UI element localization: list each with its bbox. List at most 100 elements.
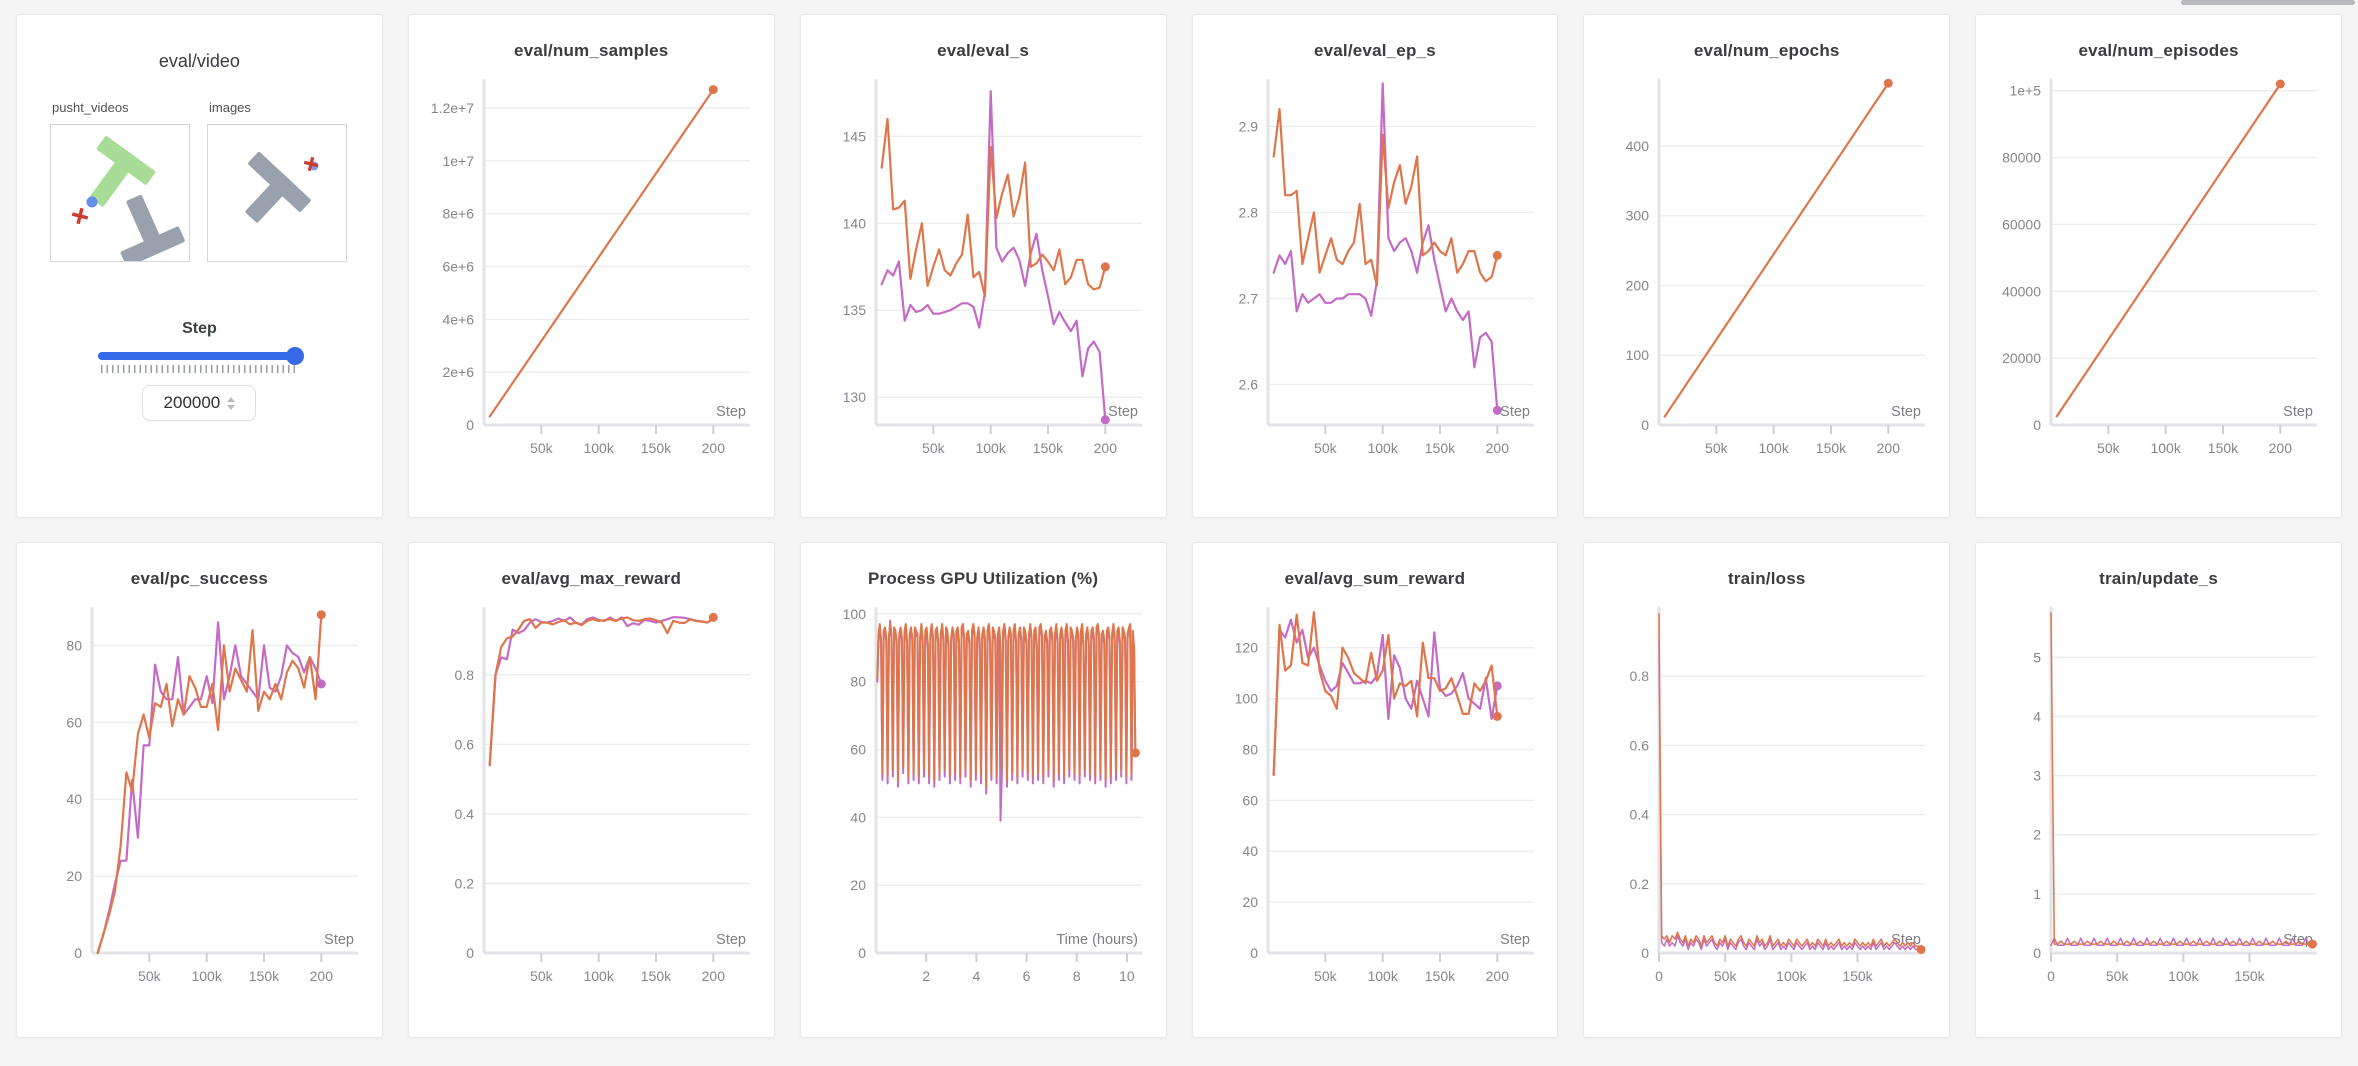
svg-text:100k: 100k [583,968,614,984]
stepper-arrows-icon[interactable] [227,396,236,410]
svg-text:150k: 150k [1843,968,1874,984]
image-thumbnail[interactable] [207,124,347,262]
video-thumbnail-pusht[interactable] [50,124,190,267]
series-line-purple [488,616,715,767]
chart-canvas[interactable]: 0 20 40 60 80 50k 100k 150k 200 Step [30,599,370,999]
series-line-orange [1272,107,1498,287]
series-line-orange [2055,82,2282,418]
svg-text:150k: 150k [641,968,672,984]
svg-text:100k: 100k [583,440,614,456]
series-line-orange [1663,82,1890,418]
chart-panel: eval/avg_max_reward 0 0.2 0.4 0.6 0.8 50k 100k 1… [407,542,775,1038]
media-panel-eval-video: eval/video pusht_videos [16,14,383,518]
svg-text:0: 0 [1655,968,1663,984]
chart-title: eval/avg_sum_reward [1284,569,1466,588]
chart-canvas[interactable]: 2.6 2.7 2.8 2.9 50k 100k 150k 200 Step [1206,71,1546,471]
svg-text:0: 0 [858,945,866,961]
series-line-purple [96,621,323,955]
svg-text:6: 6 [1022,968,1030,984]
series-line-purple [1272,618,1498,776]
svg-text:10: 10 [1119,968,1135,984]
svg-text:200: 200 [310,968,334,984]
svg-text:100: 100 [1626,347,1650,363]
series-endpoint-orange [2275,79,2285,89]
chart-title: eval/eval_s [937,41,1030,60]
chart-canvas[interactable]: 0 0.2 0.4 0.6 0.8 50k 100k 150k 200 Step [422,599,762,999]
x-axis-label: Step [1500,932,1530,948]
chart-panel: eval/num_samples 0 2e+6 4e+6 6e+6 8e+6 1e+7 1.2… [407,14,775,518]
svg-text:2: 2 [2033,827,2041,843]
svg-text:100k: 100k [2168,968,2199,984]
step-down-icon[interactable] [227,404,236,410]
svg-text:0: 0 [74,945,82,961]
svg-text:0: 0 [2047,968,2055,984]
svg-text:140: 140 [842,215,866,231]
chart-title: eval/pc_success [130,569,269,588]
chart-canvas[interactable]: 0 2e+6 4e+6 6e+6 8e+6 1e+7 1.2e+7 50k 100k 150k 20… [422,71,762,471]
pusht-image-icon [245,151,319,223]
svg-text:0: 0 [1250,945,1258,961]
svg-text:60: 60 [1242,792,1258,808]
svg-text:0: 0 [466,417,474,433]
svg-text:150k: 150k [1032,440,1063,456]
chart-panel: Process GPU Utilization (%) 0 20 40 60 80 100 2… [799,542,1167,1038]
x-axis-label: Step [716,404,746,420]
svg-text:20: 20 [66,868,82,884]
chart-canvas[interactable]: 0 20 40 60 80 100 2 4 6 8 10 Time (hours) [814,599,1154,999]
series-endpoint-orange [708,85,718,95]
svg-text:200: 200 [1626,277,1650,293]
series-endpoint-orange [1130,748,1140,758]
step-up-icon[interactable] [227,396,236,402]
step-input[interactable]: 200000 [142,385,257,421]
svg-text:0.4: 0.4 [1630,807,1650,823]
svg-text:150k: 150k [1816,440,1847,456]
media-item-pusht-videos: pusht_videos [50,100,190,267]
slider-thumb[interactable] [286,347,305,365]
step-control: Step 200000 [17,320,382,421]
svg-text:135: 135 [842,302,866,318]
series-line-orange [875,623,1137,788]
svg-text:3: 3 [2033,768,2041,784]
media-key-label: images [209,100,251,115]
svg-text:4: 4 [972,968,980,984]
series-endpoint-orange [708,612,718,622]
series-line-orange [880,117,1107,298]
svg-text:150k: 150k [1424,440,1455,456]
svg-text:80: 80 [66,637,82,653]
svg-text:0.6: 0.6 [1630,737,1650,753]
chart-panel: eval/pc_success 0 20 40 60 80 50k 100k 150k 200 St… [16,542,383,1038]
x-axis-label: Step [1891,404,1921,420]
chart-canvas[interactable]: 0 20000 40000 60000 80000 1e+5 50k 100k 150k 200 S… [1989,71,2329,471]
svg-text:100k: 100k [2151,440,2182,456]
chart-canvas[interactable]: 0 20 40 60 80 100 120 50k 100k 150k 200 Step [1206,599,1546,999]
svg-text:60: 60 [66,714,82,730]
svg-text:20: 20 [1242,894,1258,910]
svg-text:400: 400 [1626,138,1650,154]
chart-title: eval/avg_max_reward [501,569,682,588]
x-axis-label: Time (hours) [1056,932,1138,948]
chart-canvas[interactable]: 130 135 140 145 50k 100k 150k 200 Step [814,71,1154,471]
svg-text:0.4: 0.4 [454,806,474,822]
series-endpoint-orange [1492,250,1502,260]
svg-text:50k: 50k [1314,440,1338,456]
svg-text:2.7: 2.7 [1238,290,1258,306]
svg-text:2e+6: 2e+6 [442,364,474,380]
svg-text:80: 80 [850,674,866,690]
svg-text:1: 1 [2033,886,2041,902]
svg-text:50k: 50k [138,968,162,984]
svg-text:1e+7: 1e+7 [442,153,474,169]
svg-text:200: 200 [1485,968,1509,984]
chart-canvas[interactable]: 0 100 200 300 400 50k 100k 150k 200 Step [1597,71,1937,471]
svg-text:200: 200 [1877,440,1901,456]
x-axis-label: Step [716,932,746,948]
chart-title: train/loss [1727,569,1806,588]
step-slider[interactable] [98,347,305,365]
svg-text:200: 200 [2269,440,2293,456]
slider-tick-ruler [101,365,298,373]
svg-text:1.2e+7: 1.2e+7 [431,100,474,116]
scroll-thumb[interactable] [2181,0,2355,5]
svg-text:80: 80 [1242,741,1258,757]
svg-text:150k: 150k [249,968,280,984]
